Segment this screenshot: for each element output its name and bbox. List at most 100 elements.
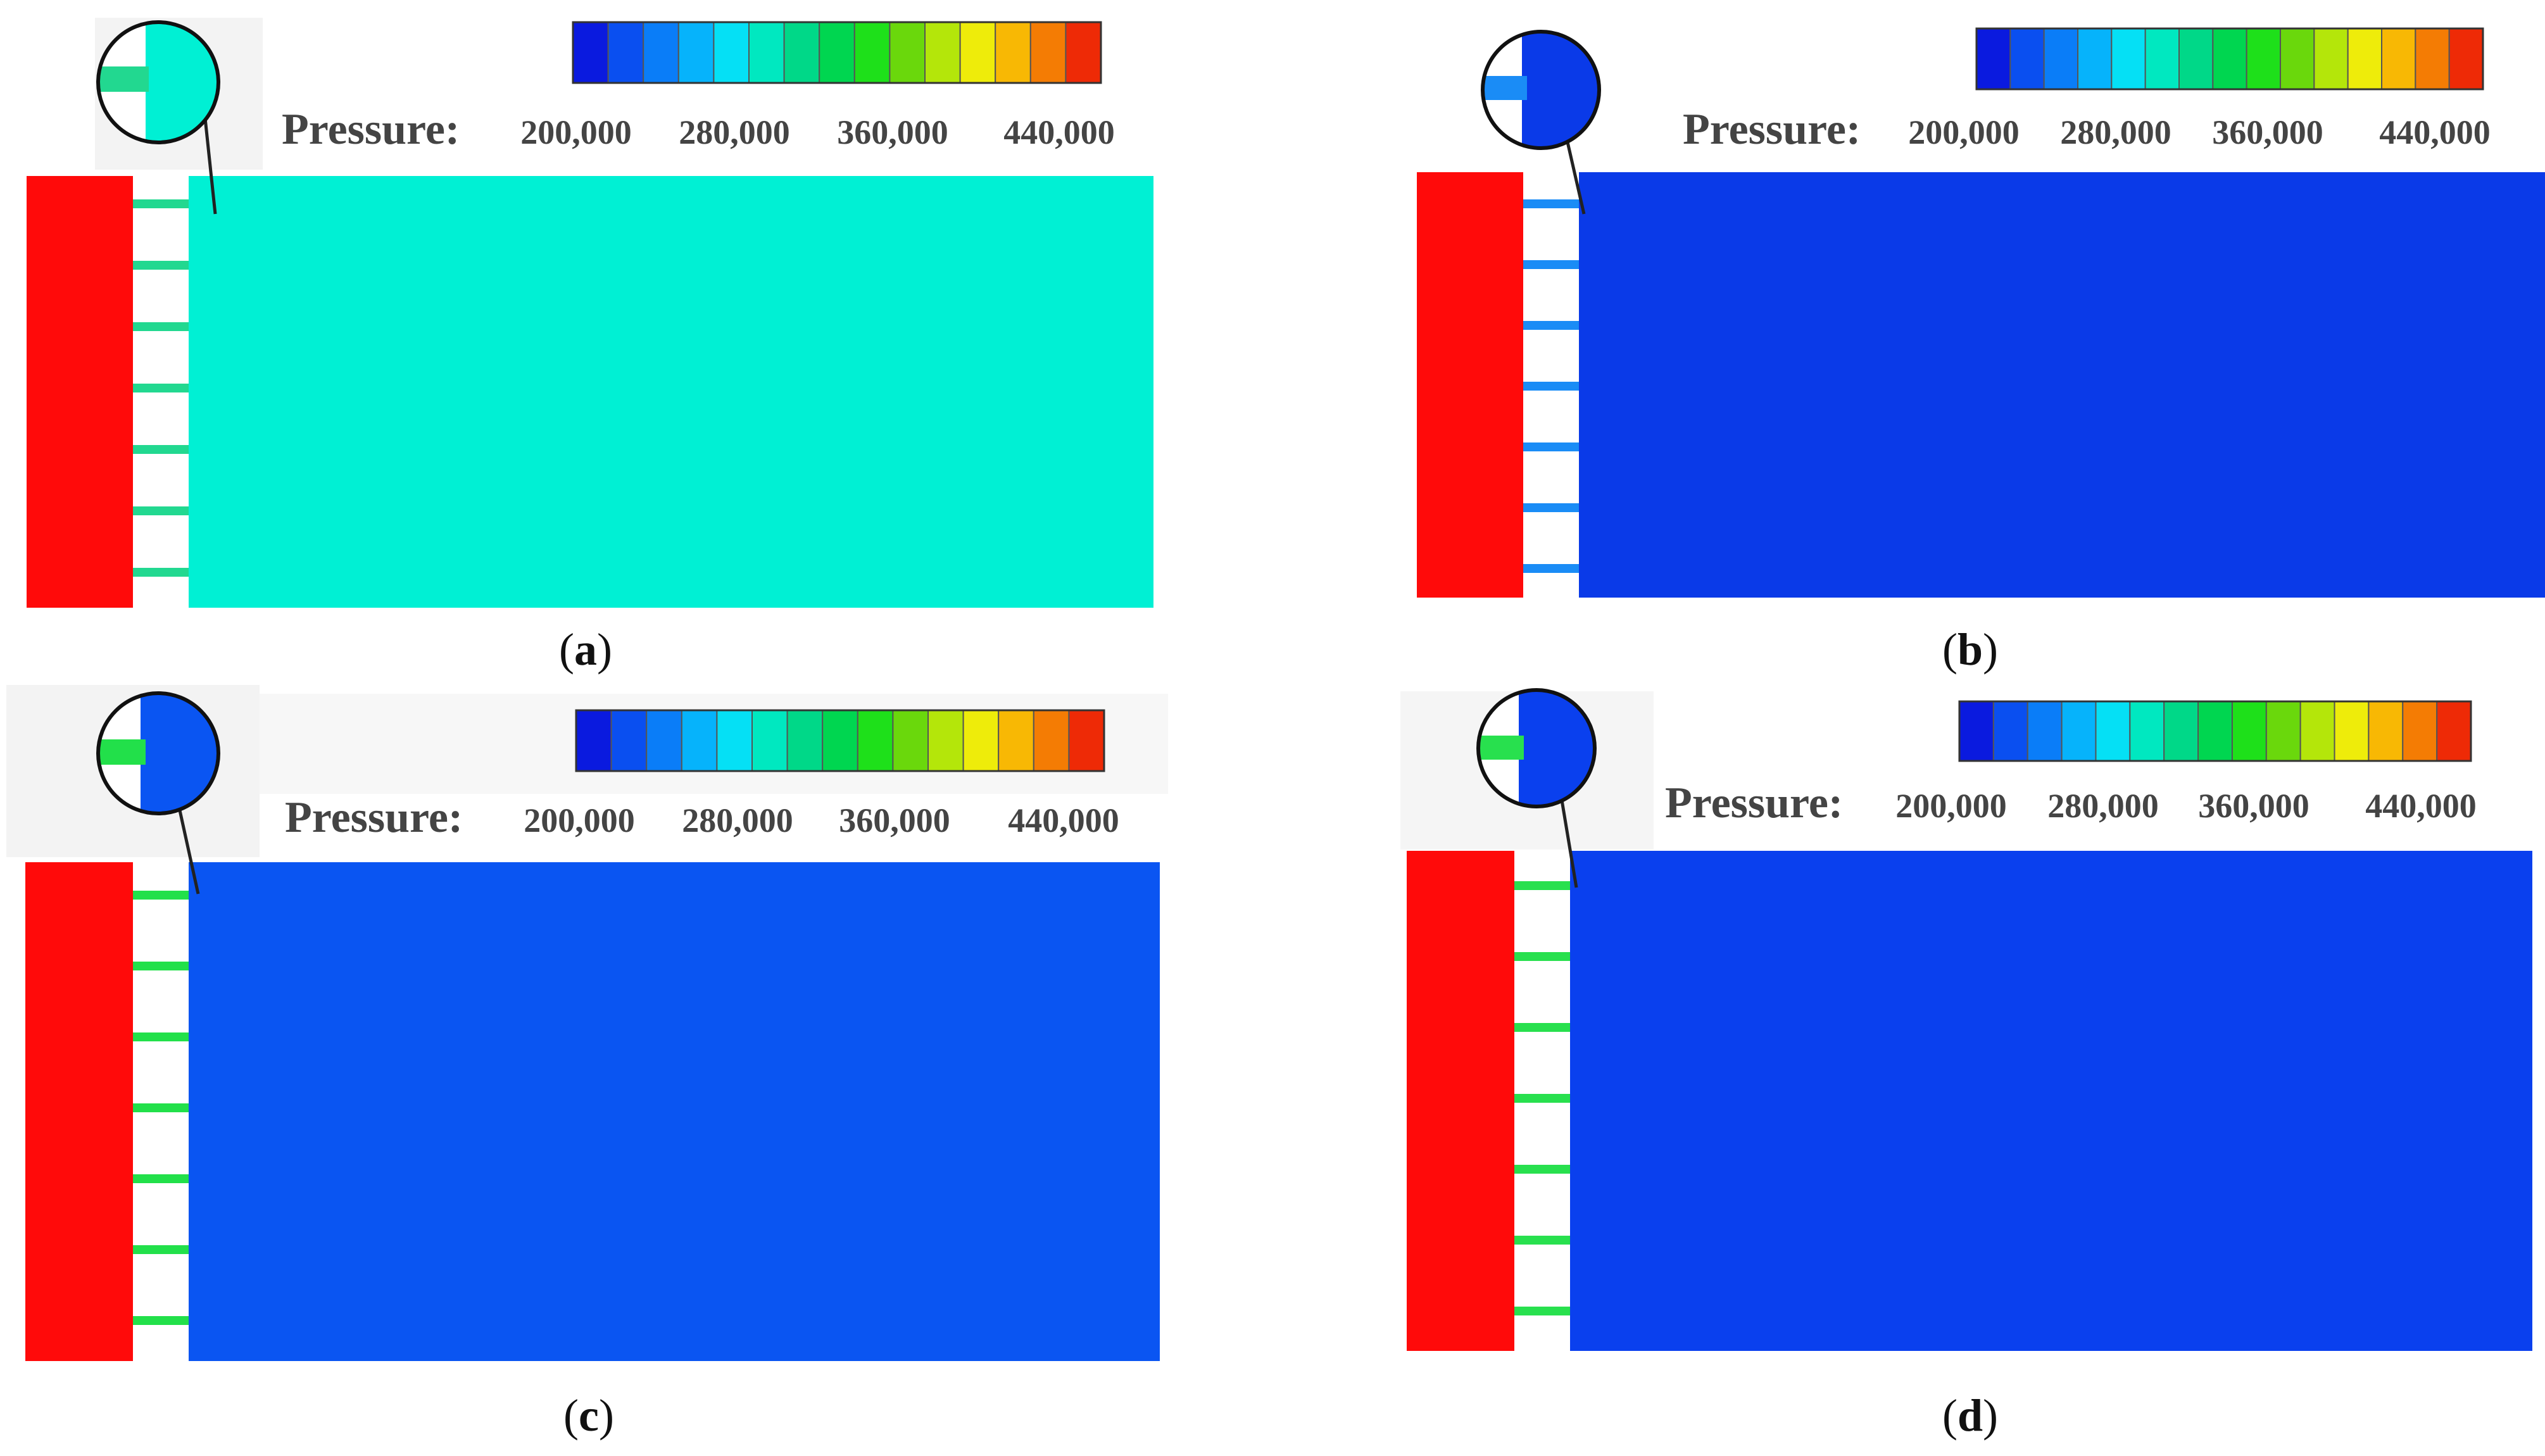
zoom-leader-line (175, 798, 200, 894)
colorbar-segment (2043, 28, 2079, 90)
microchannel (133, 1032, 189, 1041)
panel-caption: (c) (563, 1390, 614, 1441)
colorbar-segment (2178, 28, 2214, 90)
legend-label: Pressure: (1665, 779, 1844, 827)
zoom-circle (96, 20, 220, 144)
colorbar-segment (1992, 701, 2028, 762)
colorbar-segment (575, 710, 612, 772)
legend-colorbar (575, 709, 1105, 772)
colorbar-segment (2212, 28, 2247, 90)
colorbar-segment (2129, 701, 2165, 762)
colorbar-segment (748, 22, 785, 84)
colorbar-segment (681, 710, 718, 772)
microchannel (1523, 321, 1579, 330)
colorbar-segment (643, 22, 679, 84)
microchannel (133, 1316, 189, 1325)
legend-tick: 360,000 (2198, 787, 2309, 825)
microchannels (1514, 881, 1570, 1315)
colorbar-segment (1029, 22, 1067, 84)
pressure-domain (189, 176, 1153, 608)
microchannel (1514, 1236, 1570, 1245)
colorbar-segment (786, 710, 824, 772)
colorbar-segment (607, 22, 644, 84)
panel-c-drawing (6, 685, 1168, 1361)
colorbar-segment (713, 22, 750, 84)
colorbar-segment (2347, 28, 2382, 90)
microchannel (133, 1174, 189, 1183)
legend-tick: 440,000 (1003, 113, 1115, 151)
microchannel (133, 261, 189, 270)
legend-colorbar (1975, 27, 2484, 91)
legend-tick: 280,000 (682, 801, 793, 839)
inlet-block (1417, 172, 1523, 598)
legend-tick: 200,000 (1908, 113, 2020, 151)
microchannels (133, 199, 189, 577)
colorbar-segment (716, 710, 753, 772)
colorbar-segment (572, 22, 609, 84)
microchannel (1523, 382, 1579, 391)
microchannel (1523, 503, 1579, 512)
colorbar-segment (2144, 28, 2180, 90)
colorbar-segment (927, 710, 964, 772)
colorbar-segment (2448, 28, 2484, 90)
legend-tick: 280,000 (679, 113, 790, 151)
microchannel (1523, 442, 1579, 451)
microchannel (133, 199, 189, 208)
colorbar-segment (2077, 28, 2113, 90)
colorbar-segment (998, 710, 1034, 772)
colorbar-segment (1033, 710, 1070, 772)
legend-label: Pressure: (285, 793, 463, 842)
zoom-leader-line (1559, 792, 1578, 888)
microchannel (133, 568, 189, 577)
legend-colorbar (1958, 700, 2472, 762)
microchannel (1523, 199, 1579, 208)
zoom-circle (96, 691, 220, 815)
pressure-domain (1570, 851, 2532, 1351)
panel-c: Pressure: 200,000 280,000 360,000 440,00… (6, 685, 1272, 1438)
colorbar-segment (2299, 701, 2335, 762)
legend-label: Pressure: (1683, 105, 1861, 154)
legend-label: Pressure: (282, 105, 460, 154)
colorbar-segment (2061, 701, 2097, 762)
legend-tick: 440,000 (2379, 113, 2491, 151)
colorbar-segment (2280, 28, 2315, 90)
colorbar-segment (995, 22, 1031, 84)
panel-caption: (b) (1942, 624, 1999, 675)
inlet-block (1407, 851, 1514, 1351)
legend-tick: 440,000 (2365, 787, 2477, 825)
microchannel (133, 384, 189, 392)
colorbar-segment (962, 710, 1000, 772)
colorbar-segment (2436, 701, 2472, 762)
colorbar-segment (610, 710, 648, 772)
colorbar-segment (2334, 701, 2370, 762)
pressure-domain (1579, 172, 2545, 598)
legend-tick: 360,000 (839, 801, 950, 839)
colorbar-segment (892, 710, 929, 772)
colorbar-border (1958, 700, 2472, 762)
colorbar-segment (2163, 701, 2199, 762)
pressure-domain (189, 862, 1160, 1361)
microchannels (133, 891, 189, 1325)
microchannel (1523, 564, 1579, 573)
colorbar-segment (2313, 28, 2349, 90)
panel-a: Pressure: 200,000 280,000 360,000 440,00… (6, 13, 1272, 675)
colorbar-segment (2246, 28, 2281, 90)
colorbar-segment (2009, 28, 2045, 90)
colorbar-segment (2197, 701, 2233, 762)
colorbar-segment (889, 22, 926, 84)
legend-tick: 360,000 (2212, 113, 2323, 151)
microchannel (1514, 1094, 1570, 1103)
colorbar-segment (2095, 701, 2131, 762)
colorbar-segment (2368, 701, 2404, 762)
colorbar-segment (2402, 701, 2438, 762)
colorbar-segment (646, 710, 682, 772)
panel-caption: (a) (559, 624, 612, 675)
colorbar-segment (2381, 28, 2416, 90)
colorbar-segment (751, 710, 788, 772)
panel-a-drawing (27, 18, 1153, 608)
colorbar-segment (1065, 22, 1102, 84)
panel-caption: (d) (1942, 1390, 1999, 1441)
colorbar-segment (1068, 710, 1105, 772)
colorbar-segment (2027, 701, 2063, 762)
panel-d: Pressure: 200,000 280,000 360,000 440,00… (1393, 685, 2545, 1438)
